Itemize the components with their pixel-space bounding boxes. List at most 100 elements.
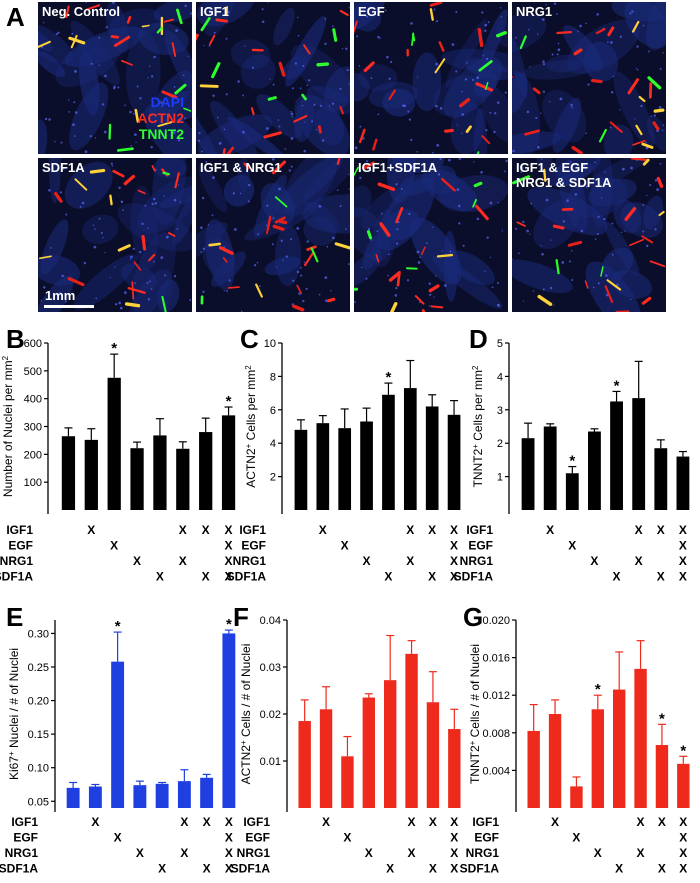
condition-row-label: SDF1A <box>460 862 500 876</box>
y-tick-label: 0.25 <box>28 662 49 674</box>
condition-mark: X <box>225 539 233 553</box>
stain-legend-dapi: DAPI <box>150 94 184 110</box>
y-tick-label: 0.15 <box>28 729 49 741</box>
condition-mark: X <box>322 815 330 829</box>
bar <box>655 745 669 808</box>
condition-mark: X <box>450 539 458 553</box>
bar <box>61 436 76 510</box>
y-tick-label: 400 <box>24 394 42 406</box>
condition-row-label: EGF <box>8 539 33 553</box>
bar <box>130 448 144 510</box>
panel-letter-a: A <box>6 2 25 32</box>
condition-row-label: SDF1A <box>0 570 33 584</box>
bar <box>425 406 439 510</box>
micrograph-igf1: IGF1 <box>196 2 350 154</box>
condition-mark: X <box>225 815 233 829</box>
y-tick-label: 200 <box>24 449 42 461</box>
micrograph-igf1-sdf1a: IGF1+SDF1A <box>354 158 508 312</box>
panel-letter-c: C <box>240 324 259 354</box>
significance-star: * <box>680 742 686 759</box>
bar <box>338 428 352 510</box>
y-tick-label: 6 <box>270 405 276 417</box>
condition-mark: X <box>225 862 233 876</box>
condition-row-label: IGF1 <box>11 815 38 829</box>
micrograph-label: IGF1 <box>200 4 229 19</box>
y-tick-label: 4 <box>270 438 276 450</box>
condition-mark: X <box>225 570 233 584</box>
bar <box>111 661 125 808</box>
condition-mark: X <box>110 539 118 553</box>
chart-b: 100 200 300 400 500 600 Number of Nuclei per m… <box>0 338 236 584</box>
condition-mark: X <box>450 570 458 584</box>
bar <box>612 689 626 808</box>
condition-mark: X <box>136 846 144 860</box>
condition-row-label: SDF1A <box>231 862 271 876</box>
micrograph-label: NRG1 <box>516 4 553 19</box>
bar <box>298 721 311 808</box>
bar <box>527 730 540 808</box>
bar <box>177 781 191 808</box>
bar <box>84 439 98 510</box>
condition-mark: X <box>203 815 211 829</box>
micrograph-label: SDF1A <box>42 160 85 175</box>
micrograph-image <box>512 2 666 154</box>
condition-mark: X <box>568 539 576 553</box>
condition-mark: X <box>343 831 351 845</box>
bar <box>634 668 647 808</box>
condition-mark: X <box>635 523 643 537</box>
y-tick-label: 8 <box>270 371 276 383</box>
condition-row-label: NRG1 <box>466 846 500 860</box>
condition-mark: X <box>679 554 687 568</box>
condition-mark: X <box>450 831 458 845</box>
condition-mark: X <box>319 523 327 537</box>
y-axis-label: ACTN2+ Cells / # of Nuclei <box>239 644 254 785</box>
condition-mark: X <box>572 831 580 845</box>
bar <box>221 415 236 510</box>
y-tick-label: 0.012 <box>482 690 510 702</box>
y-tick-label: 0.04 <box>260 615 281 627</box>
condition-mark: X <box>114 831 122 845</box>
condition-mark: X <box>225 846 233 860</box>
condition-mark: X <box>679 846 687 860</box>
stain-legend-tnnt2: TNNT2 <box>138 126 184 142</box>
condition-mark: X <box>180 815 188 829</box>
condition-mark: X <box>450 815 458 829</box>
condition-row-label: NRG1 <box>0 554 33 568</box>
condition-row-label: IGF1 <box>243 815 270 829</box>
bar <box>341 756 354 808</box>
scale-bar-label: 1mm <box>45 288 76 303</box>
bar <box>610 401 623 510</box>
bar <box>405 653 418 808</box>
bar <box>362 697 376 808</box>
condition-mark: X <box>363 554 371 568</box>
chart-f: 0.01 0.02 0.03 0.04 ACTN2+ Cells / # of Nucl… <box>231 615 461 876</box>
panel-letter-e: E <box>6 602 24 632</box>
condition-mark: X <box>202 523 210 537</box>
condition-mark: X <box>406 554 414 568</box>
condition-mark: X <box>179 523 187 537</box>
condition-mark: X <box>679 831 687 845</box>
condition-mark: X <box>551 815 559 829</box>
condition-mark: X <box>225 523 233 537</box>
y-axis-label: Ki67+ Nuclei / # of Nuclei <box>7 648 22 780</box>
condition-mark: X <box>637 846 645 860</box>
micrograph-label: Neg. Control <box>42 4 120 19</box>
significance-star: * <box>569 453 575 470</box>
condition-row-label: IGF1 <box>466 523 493 537</box>
micrograph-image <box>354 158 508 312</box>
condition-row-label: SDF1A <box>454 570 494 584</box>
bar <box>155 783 169 808</box>
bar <box>591 709 605 808</box>
y-tick-label: 0.004 <box>482 765 510 777</box>
panel-letter-f: F <box>233 602 249 632</box>
bar <box>294 429 308 510</box>
condition-mark: X <box>450 523 458 537</box>
condition-mark: X <box>658 815 666 829</box>
condition-row-label: NRG1 <box>237 846 271 860</box>
condition-mark: X <box>546 523 554 537</box>
condition-mark: X <box>384 570 392 584</box>
condition-row-label: NRG1 <box>460 554 494 568</box>
bar <box>88 786 102 808</box>
condition-mark: X <box>225 831 233 845</box>
